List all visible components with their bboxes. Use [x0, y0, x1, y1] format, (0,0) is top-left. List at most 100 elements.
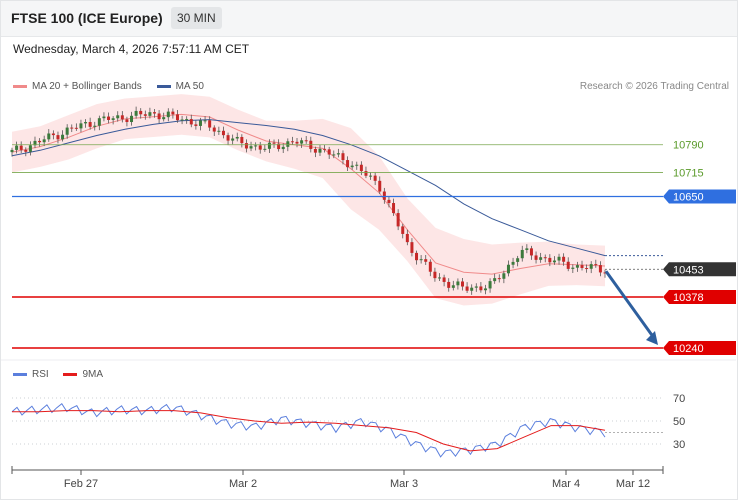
candle [543, 254, 547, 263]
candle-body [359, 164, 363, 172]
candle [465, 282, 469, 294]
candle-body [203, 120, 207, 122]
candle-body [28, 145, 32, 152]
candle-body [313, 148, 317, 153]
datetime-label: Wednesday, March 4, 2026 7:57:11 AM CET [13, 42, 250, 56]
candle [267, 139, 271, 153]
ma20-swatch [13, 84, 27, 88]
candle-body [318, 148, 322, 153]
candle-body [212, 127, 216, 132]
candle [304, 136, 308, 144]
candle-body [263, 148, 267, 150]
candle-body [15, 145, 19, 150]
candle-body [323, 148, 327, 150]
candle [346, 156, 350, 172]
candle [373, 172, 377, 186]
candle [295, 137, 299, 148]
candle [428, 259, 432, 277]
candle-body [497, 278, 501, 280]
candle [415, 250, 419, 265]
candle [557, 253, 561, 265]
candle [231, 134, 235, 145]
candle-body [116, 115, 120, 119]
candle [327, 146, 331, 159]
candle-body [405, 233, 409, 243]
level-label-10240: 10240 [673, 343, 704, 355]
candle-body [65, 127, 69, 135]
candle-body [208, 120, 212, 128]
candle-body [97, 118, 101, 126]
candle [332, 150, 336, 159]
candle-body [10, 149, 14, 153]
rsi-ma-swatch [63, 372, 78, 376]
candle-body [240, 136, 244, 144]
candle-body [502, 273, 506, 279]
candle-body [396, 213, 400, 227]
candle-body [249, 146, 253, 149]
candle-body [42, 139, 46, 143]
candle-body [571, 267, 575, 269]
candle [157, 110, 161, 124]
candle-body [130, 115, 134, 123]
candle [19, 141, 23, 154]
candle-body [483, 288, 487, 291]
candle-body [120, 115, 124, 120]
level-tag-10240 [663, 341, 736, 355]
candle [451, 280, 455, 291]
candle [38, 138, 42, 147]
projection-arrow-head [646, 331, 658, 345]
candle-body [51, 133, 55, 136]
candle [502, 270, 506, 284]
candle-body [392, 203, 396, 214]
candle-body [226, 135, 230, 141]
candle-body [148, 112, 152, 116]
candle [148, 107, 152, 119]
candle-body [254, 145, 258, 147]
time-tick-mar-12: Mar 12 [616, 478, 650, 490]
candle-body [277, 143, 281, 150]
candle [134, 106, 138, 119]
candle [125, 116, 129, 127]
candle [474, 283, 478, 292]
candle-body [24, 149, 28, 152]
candle-body [258, 145, 262, 150]
candle-body [419, 259, 423, 261]
candle-body [341, 153, 345, 161]
timeframe-badge[interactable]: 30 MIN [171, 7, 222, 29]
candle-body [134, 110, 138, 116]
candle-body [470, 287, 474, 291]
candle [497, 274, 501, 283]
candle [424, 254, 428, 265]
candle [575, 261, 579, 272]
candle-body [295, 141, 299, 144]
candle-body [61, 134, 65, 140]
candle-body [198, 120, 202, 126]
candle [290, 136, 294, 145]
candle [598, 261, 602, 277]
legend-ma20-label: MA 20 + Bollinger Bands [32, 81, 142, 92]
legend-main: MA 20 + Bollinger Bands MA 50 [13, 81, 204, 92]
candle-body [603, 272, 607, 274]
candle-body [520, 249, 524, 259]
candle-body [286, 141, 290, 147]
candle-body [369, 175, 373, 177]
candle [263, 144, 267, 152]
level-tag-10453 [663, 262, 736, 277]
candle-body [143, 114, 147, 116]
candle-body [231, 138, 235, 141]
candle-body [438, 277, 442, 279]
level-label-10650: 10650 [673, 191, 704, 203]
candle-body [566, 261, 570, 269]
candle [548, 254, 552, 267]
candle-body [534, 255, 538, 260]
candle [488, 278, 492, 293]
candle [240, 134, 244, 148]
candle-body [557, 256, 561, 261]
candle-body [525, 248, 529, 250]
candle [603, 269, 607, 278]
candle [116, 111, 120, 122]
candle [405, 229, 409, 246]
candle [272, 139, 276, 148]
candle-body [189, 119, 193, 125]
candle [594, 259, 598, 268]
